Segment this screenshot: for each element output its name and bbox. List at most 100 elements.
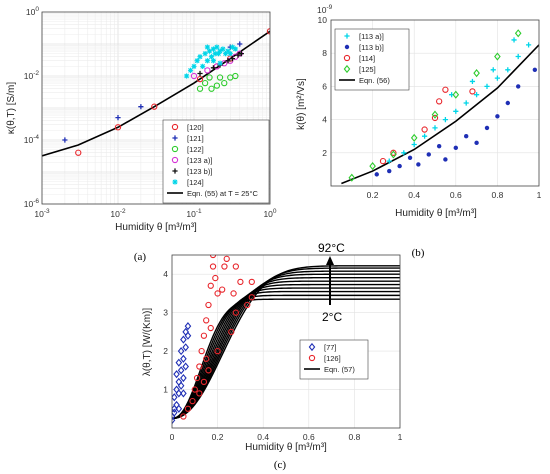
legend-label: [122] (187, 145, 204, 154)
y-tick-label: 1 (163, 385, 168, 395)
y-tick-label: 10-6 (24, 198, 40, 209)
data-point (232, 309, 239, 316)
legend-label: [120] (187, 123, 204, 132)
data-point (210, 65, 217, 71)
legend-marker (344, 33, 350, 39)
data-point (222, 51, 229, 57)
data-point (203, 317, 210, 324)
panel-b-marks (348, 29, 538, 182)
legend-marker (172, 179, 178, 185)
panel-c-legend: [77] [126] Eqn. (57) (299, 339, 369, 380)
data-point (532, 67, 538, 73)
data-point (248, 294, 255, 301)
data-point (230, 290, 237, 297)
data-point (484, 125, 490, 131)
data-point (232, 72, 239, 80)
x-tick-label: 10-2 (110, 208, 126, 219)
data-point (208, 85, 215, 92)
data-point (62, 137, 68, 143)
data-point (442, 117, 448, 123)
data-point (225, 58, 231, 64)
panel-b-caption: (b) (412, 247, 425, 259)
data-point (411, 141, 417, 148)
data-point (235, 52, 241, 58)
data-point (244, 301, 251, 309)
data-point (180, 373, 187, 383)
panel-a-marks (62, 28, 270, 156)
temperature-arrow-head (326, 256, 334, 265)
data-point (232, 46, 238, 52)
legend-marker (172, 135, 178, 141)
data-point (210, 46, 217, 52)
fit-line (341, 44, 539, 185)
legend-marker (171, 156, 179, 164)
x-tick-label: 0.2 (367, 190, 379, 200)
data-point (205, 301, 212, 309)
data-point (401, 150, 407, 156)
x-tick-label: 1 (537, 190, 542, 200)
data-point (422, 133, 428, 139)
data-point (237, 41, 243, 47)
y-tick-label: 2 (163, 346, 168, 356)
legend-label: Eqn. (55) at T = 25°C (187, 189, 258, 198)
data-point (198, 347, 205, 355)
legend-label: [113 a)] (359, 32, 384, 41)
data-point (190, 72, 198, 80)
x-tick-label: 0.8 (491, 190, 503, 200)
data-point (474, 92, 480, 98)
data-point (514, 29, 522, 38)
y-tick-label: 4 (322, 115, 327, 125)
panel-b: 0.2 0.4 0.6 0.8 1 2 4 6 8 10 10-9 Humidity θ [m³/… (296, 4, 542, 259)
data-point (214, 290, 221, 297)
data-point (172, 416, 176, 425)
panel-a-ylabel: κ(θ,T) [S/m] (6, 82, 17, 134)
panel-a-xlabel: Humidity θ [m³/m³] (115, 222, 197, 233)
x-tick-label: 10-1 (186, 208, 202, 219)
data-point (474, 140, 479, 146)
data-point (114, 124, 122, 131)
data-point (201, 79, 209, 87)
data-point (207, 282, 214, 289)
panel-c-caption: (c) (274, 459, 287, 471)
data-point (505, 67, 511, 73)
annotation-2c: 2°C (322, 310, 342, 324)
panel-a-ticks: 10-3 10-2 10-1 100 10-6 10-4 10-2 100 (24, 6, 277, 219)
data-point (208, 54, 215, 60)
data-point (184, 331, 192, 340)
data-point (206, 74, 213, 81)
data-point (484, 83, 490, 89)
data-point (379, 157, 387, 165)
legend-label: [123 a)] (187, 156, 212, 165)
data-point (464, 134, 469, 139)
x-tick-label: 0.8 (348, 432, 360, 442)
x-tick-label: 0 (170, 432, 175, 442)
data-point (214, 44, 220, 50)
data-point (348, 173, 356, 182)
data-point (227, 51, 233, 57)
y-tick-label: 4 (163, 269, 168, 279)
data-point (219, 286, 226, 293)
data-point (191, 386, 198, 393)
data-point (215, 51, 222, 57)
data-point (205, 367, 212, 374)
legend-marker (308, 342, 316, 352)
data-point (431, 110, 439, 119)
legend-label: Eqn. (57) (324, 365, 355, 374)
data-point (494, 75, 500, 81)
data-point (206, 48, 213, 54)
legend-marker (308, 354, 316, 362)
model-curve (172, 283, 400, 420)
data-point (213, 82, 221, 89)
data-point (175, 358, 183, 367)
data-point (196, 75, 204, 83)
panel-b-legend: [113 a)] [113 b)] [114] [125] Eqn. (56) (334, 28, 410, 91)
data-point (209, 255, 217, 259)
data-point (453, 145, 458, 151)
legend-marker (171, 123, 179, 131)
model-curve (172, 290, 400, 420)
panel-b-fit-layer (341, 44, 539, 185)
legend-label: [113 b)] (359, 43, 384, 52)
legend-label: [123 b)] (187, 167, 212, 176)
data-point (469, 78, 476, 85)
x-tick-label: 0.6 (450, 190, 462, 200)
